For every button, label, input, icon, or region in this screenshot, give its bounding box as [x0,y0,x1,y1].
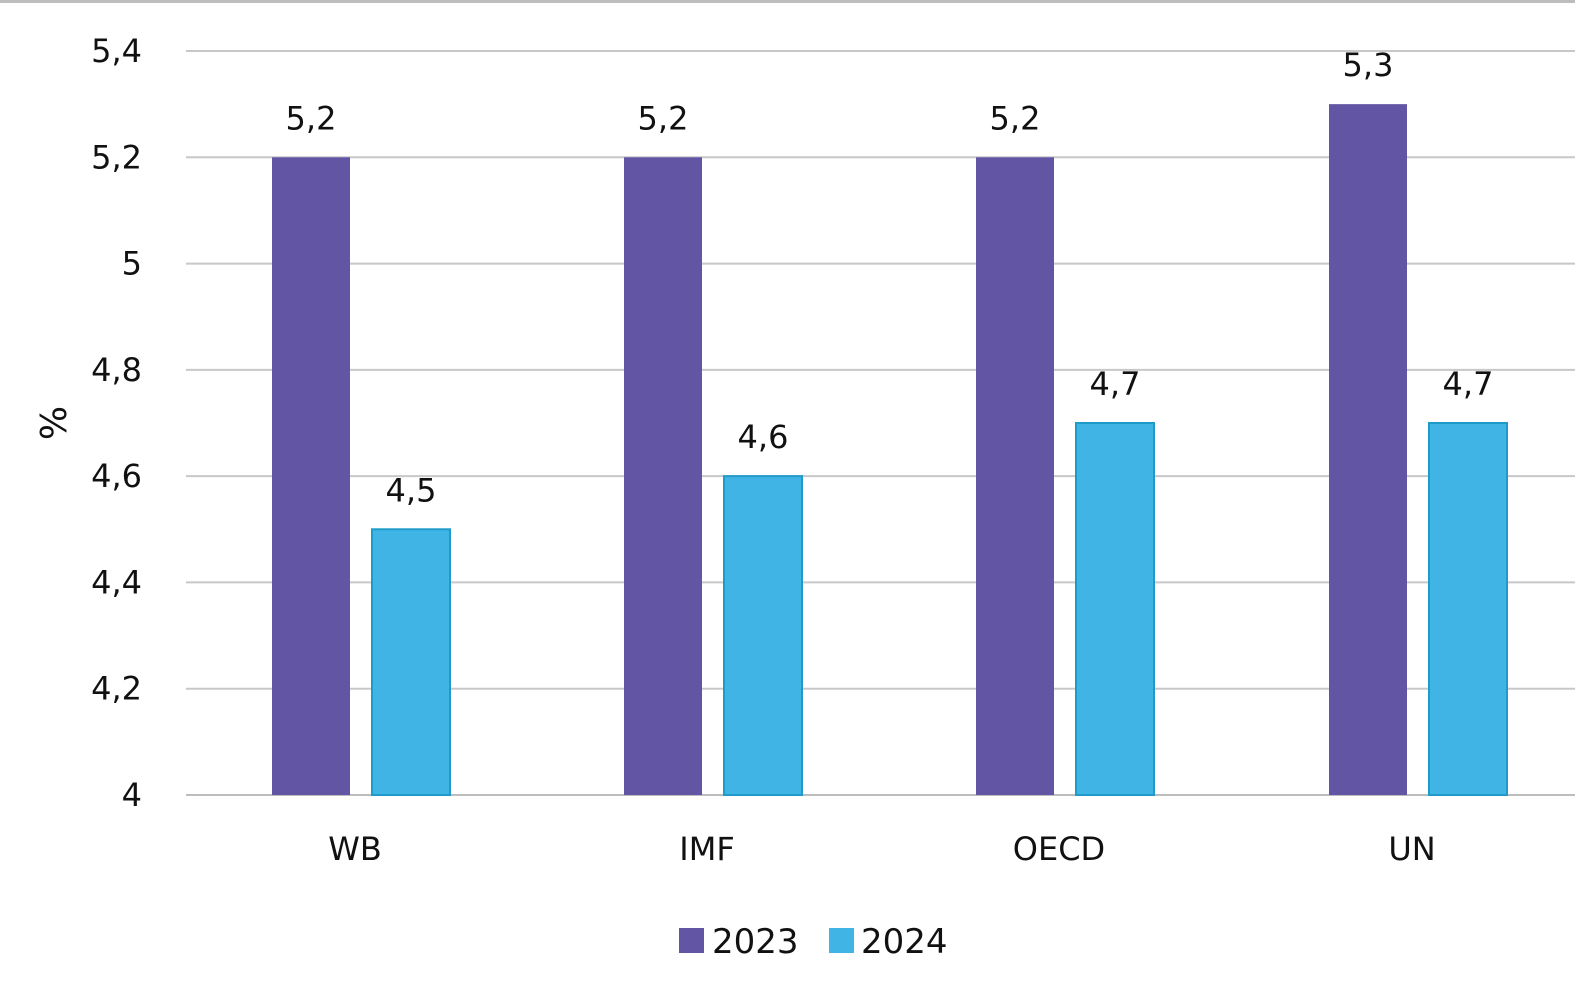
bar-2024-un [1428,422,1508,796]
bar-2023-un [1329,104,1407,795]
data-label-2024-wb: 4,5 [386,471,437,509]
legend: 2023 2024 [679,922,948,962]
y-tick-label: 4,6 [91,457,142,495]
data-label-2023-wb: 5,2 [286,99,337,137]
data-label-2023-oecd: 5,2 [990,99,1041,137]
y-tick-label: 4 [122,776,142,814]
x-category-label: WB [328,830,382,868]
data-label-2024-un: 4,7 [1443,365,1494,403]
y-tick-label: 5,4 [91,32,142,70]
x-category-label: UN [1388,830,1435,868]
bar-2024-oecd [1075,422,1155,796]
y-tick-label: 5 [122,245,142,283]
data-label-2023-imf: 5,2 [638,99,689,137]
bars [272,104,1508,796]
y-tick-label: 5,2 [91,138,142,176]
bar-2024-wb [371,528,451,796]
y-tick-label: 4,8 [91,351,142,389]
bar-2024-imf [723,475,803,796]
x-category-label: OECD [1013,830,1105,868]
data-label-2023-un: 5,3 [1343,46,1394,84]
bar-2023-wb [272,157,350,796]
legend-label-2023: 2023 [712,922,799,962]
x-category-label: IMF [679,830,734,868]
legend-label-2024: 2024 [861,922,948,962]
bar-2023-oecd [976,157,1054,796]
y-axis-label: % [34,406,75,440]
data-label-2024-imf: 4,6 [738,418,789,456]
x-axis-categories: WB IMF OECD UN [328,830,1435,868]
y-axis-ticks: 4 4,2 4,4 4,6 4,8 5 5,2 5,4 [91,32,142,814]
legend-swatch-2023 [679,928,704,953]
y-tick-label: 4,4 [91,563,142,601]
y-tick-label: 4,2 [91,670,142,708]
data-label-2024-oecd: 4,7 [1090,365,1141,403]
legend-swatch-2024 [829,928,854,953]
bar-2023-imf [624,157,702,796]
data-labels: 5,2 5,2 5,2 5,3 4,5 4,6 4,7 4,7 [286,46,1494,509]
